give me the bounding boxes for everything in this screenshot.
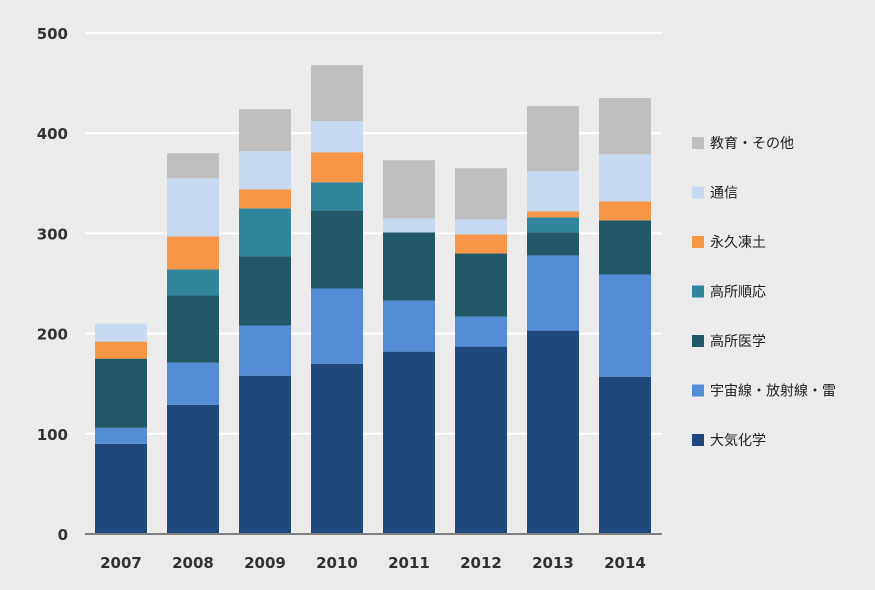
legend-label: 教育・その他 <box>710 136 794 152</box>
bar-segment <box>167 269 219 296</box>
bar-segment <box>239 208 291 257</box>
bar-segment <box>383 160 435 219</box>
bar-segment <box>455 219 507 235</box>
x-tick-label: 2010 <box>316 554 358 572</box>
bar-segment <box>527 232 579 256</box>
legend-item: 宇宙線・放射線・雷 <box>692 384 836 400</box>
bar-segment <box>383 232 435 301</box>
bar-segment <box>311 121 363 153</box>
bar-segment <box>239 325 291 376</box>
x-tick-label: 2008 <box>172 554 214 572</box>
legend-label: 高所医学 <box>710 333 766 350</box>
bar-segment <box>95 427 147 444</box>
legend-item: 通信 <box>692 186 738 202</box>
bar-segment <box>167 404 219 534</box>
bar-segment <box>599 274 651 377</box>
legend-item: 高所順応 <box>692 284 766 301</box>
bar-stack <box>95 323 147 534</box>
bar-segment <box>527 106 579 172</box>
x-tick-label: 2012 <box>460 554 502 572</box>
bar-stack <box>383 160 435 534</box>
bar-segment <box>383 218 435 233</box>
legend-swatch <box>692 335 704 347</box>
bar-segment <box>167 153 219 179</box>
x-tick-label: 2009 <box>244 554 286 572</box>
legend-label: 宇宙線・放射線・雷 <box>710 384 836 400</box>
legend-label: 永久凍土 <box>710 235 766 251</box>
legend-item: 永久凍土 <box>692 235 766 251</box>
bar-segment <box>455 168 507 220</box>
y-tick-label: 400 <box>37 125 68 143</box>
bar-segment <box>599 376 651 534</box>
x-tick-label: 2011 <box>388 554 430 572</box>
bar-segment <box>599 154 651 202</box>
bar-segment <box>455 253 507 317</box>
bar-segment <box>527 211 579 218</box>
bar-stack <box>239 109 291 534</box>
x-tick-label: 2013 <box>532 554 574 572</box>
bar-segment <box>239 151 291 190</box>
bar-segment <box>239 109 291 152</box>
bar-segment <box>455 346 507 534</box>
bar-segment <box>167 178 219 237</box>
bar-segment <box>455 234 507 254</box>
bar-stack <box>455 168 507 534</box>
y-tick-label: 500 <box>37 25 68 43</box>
bar-segment <box>383 300 435 352</box>
bar-segment <box>311 210 363 289</box>
bar-segment <box>527 217 579 233</box>
bars <box>95 65 651 534</box>
legend-label: 高所順応 <box>710 284 766 301</box>
bar-segment <box>311 182 363 211</box>
legend-swatch <box>692 186 704 199</box>
bar-segment <box>95 323 147 342</box>
legend-swatch <box>692 384 704 397</box>
bar-segment <box>167 362 219 405</box>
y-tick-label: 100 <box>37 426 68 444</box>
bar-segment <box>455 316 507 347</box>
bar-stack <box>311 65 363 534</box>
legend-label: 通信 <box>710 186 738 202</box>
y-tick-label: 300 <box>37 225 68 243</box>
bar-segment <box>239 256 291 326</box>
bar-segment <box>383 351 435 534</box>
legend-swatch <box>692 137 704 149</box>
legend-label: 大気化学 <box>710 433 766 449</box>
x-tick-label: 2014 <box>604 554 646 572</box>
bar-stack <box>599 98 651 534</box>
y-tick-label: 200 <box>37 326 68 344</box>
bar-segment <box>95 341 147 359</box>
bar-segment <box>95 358 147 428</box>
bar-stack <box>167 153 219 534</box>
legend-item: 高所医学 <box>692 333 766 350</box>
legend-item: 大気化学 <box>692 433 766 449</box>
bar-segment <box>527 171 579 212</box>
bar-segment <box>239 375 291 534</box>
bar-segment <box>599 220 651 275</box>
bar-segment <box>311 288 363 364</box>
bar-segment <box>599 98 651 155</box>
bar-segment <box>599 201 651 221</box>
bar-segment <box>167 295 219 363</box>
bar-segment <box>95 443 147 534</box>
bar-segment <box>527 255 579 331</box>
y-tick-label: 0 <box>58 526 68 544</box>
bar-segment <box>239 189 291 209</box>
bar-segment <box>311 152 363 183</box>
legend-item: 教育・その他 <box>692 136 794 152</box>
x-tick-label: 2007 <box>100 554 142 572</box>
bar-segment <box>527 330 579 534</box>
legend-swatch <box>692 236 704 248</box>
y-axis-ticks: 0 100 200 300 400 500 <box>37 25 68 544</box>
legend-swatch <box>692 434 704 446</box>
x-axis-ticks: 2007 2008 2009 2010 2011 2012 2013 2014 <box>100 554 646 572</box>
bar-segment <box>311 65 363 122</box>
bar-stack <box>527 106 579 534</box>
legend-swatch <box>692 285 704 298</box>
bar-segment <box>167 236 219 270</box>
bar-segment <box>311 363 363 534</box>
